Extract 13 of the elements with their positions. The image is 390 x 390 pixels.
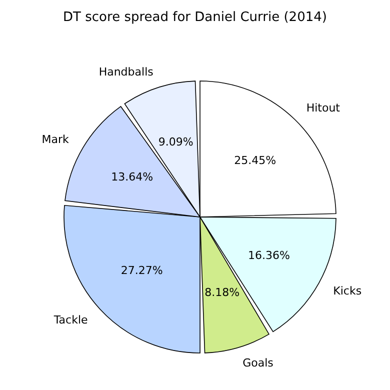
data-label: 9.09% (158, 135, 194, 148)
slice-label: Kicks (333, 284, 362, 298)
slice-label: Tackle (52, 314, 88, 327)
slice-label: Handballs (98, 65, 154, 78)
data-label: 16.36% (248, 248, 290, 262)
slice-label: Mark (42, 132, 70, 146)
data-label: 8.18% (204, 286, 240, 300)
data-label: 27.27% (120, 264, 163, 277)
slice-label: Hitout (306, 101, 341, 114)
slice-label: Goals (242, 356, 274, 370)
data-label: 25.45% (234, 154, 276, 168)
data-label: 13.64% (111, 170, 154, 184)
chart-title: DT score spread for Daniel Currie (2014) (62, 10, 328, 25)
